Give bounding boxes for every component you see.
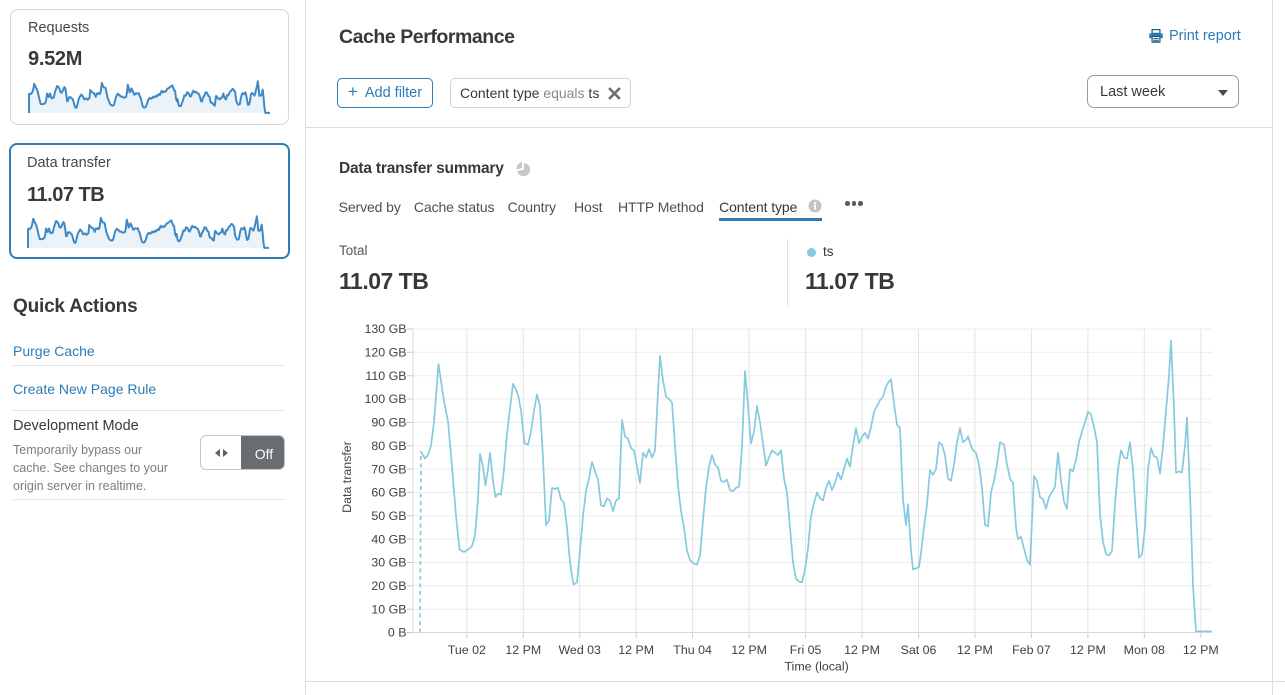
svg-text:12 PM: 12 PM — [1070, 643, 1106, 657]
svg-text:Fri 05: Fri 05 — [790, 643, 822, 657]
svg-text:60 GB: 60 GB — [371, 486, 406, 500]
svg-text:110 GB: 110 GB — [365, 369, 406, 383]
svg-text:130 GB: 130 GB — [364, 322, 406, 336]
svg-text:Mon 08: Mon 08 — [1124, 643, 1165, 657]
svg-text:20 GB: 20 GB — [371, 579, 406, 593]
svg-text:90 GB: 90 GB — [371, 416, 406, 430]
svg-text:12 PM: 12 PM — [618, 643, 654, 657]
svg-text:Wed 03: Wed 03 — [558, 643, 601, 657]
svg-text:10 GB: 10 GB — [371, 602, 406, 616]
svg-text:120 GB: 120 GB — [364, 346, 406, 360]
svg-text:70 GB: 70 GB — [371, 462, 406, 476]
svg-text:40 GB: 40 GB — [371, 532, 406, 546]
svg-text:12 PM: 12 PM — [1183, 643, 1219, 657]
svg-text:0 B: 0 B — [388, 626, 407, 640]
svg-text:12 PM: 12 PM — [957, 643, 993, 657]
svg-text:Feb 07: Feb 07 — [1012, 643, 1051, 657]
svg-text:Sat 06: Sat 06 — [901, 643, 937, 657]
svg-text:12 PM: 12 PM — [505, 643, 541, 657]
svg-text:12 PM: 12 PM — [844, 643, 880, 657]
svg-text:12 PM: 12 PM — [731, 643, 767, 657]
svg-text:50 GB: 50 GB — [371, 509, 406, 523]
svg-text:80 GB: 80 GB — [371, 439, 406, 453]
svg-text:100 GB: 100 GB — [364, 392, 406, 406]
svg-text:30 GB: 30 GB — [371, 556, 406, 570]
svg-text:Thu 04: Thu 04 — [673, 643, 712, 657]
svg-text:Data transfer: Data transfer — [340, 441, 354, 513]
svg-text:Tue 02: Tue 02 — [448, 643, 486, 657]
svg-text:Time (local): Time (local) — [784, 660, 848, 674]
